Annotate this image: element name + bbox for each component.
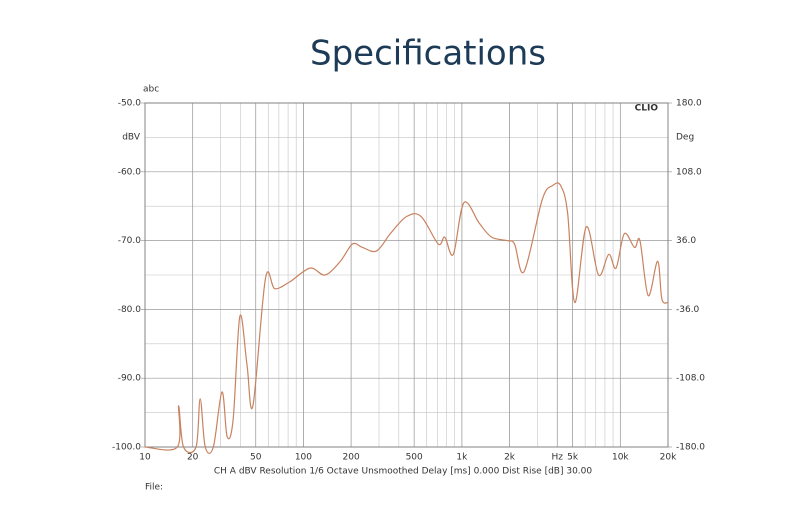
top-label: abc: [143, 85, 159, 95]
y2-tick-label: -108.0: [676, 374, 705, 384]
y2-axis-label: Deg: [676, 133, 694, 143]
y2-tick-label: 180.0: [676, 99, 702, 109]
chart-title: Specifications: [310, 34, 546, 74]
x-tick-label: 50: [250, 453, 262, 463]
x-tick-label: Hz: [552, 453, 564, 463]
file-label: File:: [145, 483, 163, 493]
x-tick-label: 10: [139, 453, 151, 463]
y-tick-label: -50.0: [118, 99, 142, 109]
y-tick-label: -60.0: [118, 167, 142, 177]
x-tick-label: 500: [406, 453, 423, 463]
plot-frame: [144, 102, 669, 448]
x-tick-label: 5k: [567, 453, 579, 463]
y-tick-label: -100.0: [112, 443, 141, 453]
footer: CH A dBV Resolution 1/6 Octave Unsmoothe…: [214, 467, 592, 477]
brand-label: CLIO: [635, 104, 659, 114]
y2-tick-label: 108.0: [676, 167, 702, 177]
x-tick-label: 20: [187, 453, 199, 463]
y-tick-label: -80.0: [118, 305, 142, 315]
y-tick-label: -70.0: [118, 236, 142, 246]
y2-tick-label: 36.0: [676, 236, 696, 246]
x-tick-label: 10k: [612, 453, 629, 463]
x-tick-label: 1k: [456, 453, 468, 463]
y-axis-label: dBV: [122, 133, 141, 143]
y2-tick-label: -36.0: [676, 305, 700, 315]
x-tick-label: 20k: [660, 453, 677, 463]
response-line: [144, 182, 669, 455]
x-tick-label: 2k: [504, 453, 516, 463]
y-tick-label: -90.0: [118, 374, 142, 384]
x-tick-label: 200: [343, 453, 360, 463]
y2-tick-label: -180.0: [676, 443, 705, 453]
x-tick-label: 100: [295, 453, 312, 463]
